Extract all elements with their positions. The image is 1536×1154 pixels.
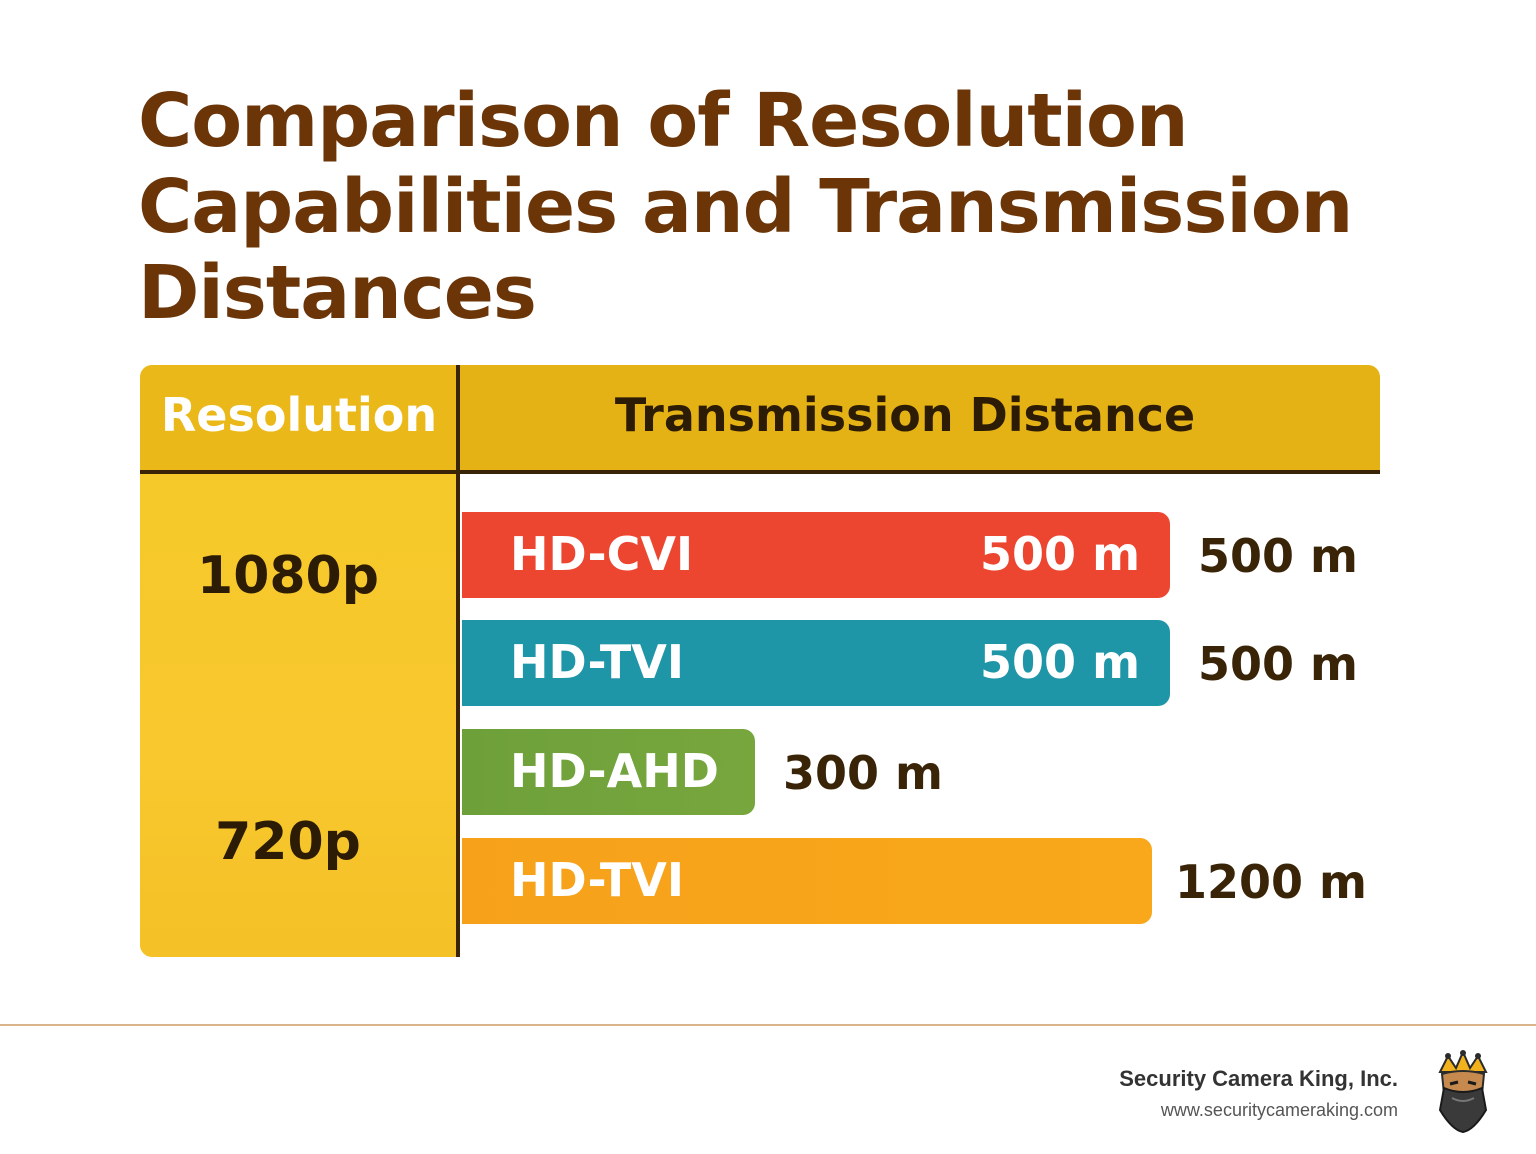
title-line-2: Capabilities and Transmission — [138, 164, 1353, 250]
title-line-3: Distances — [138, 250, 537, 336]
company-name: Security Camera King, Inc. — [1119, 1066, 1398, 1091]
bar-hd-tvi-1080p: HD-TVI 500 m — [462, 620, 1170, 706]
distance-header-cell — [460, 365, 1380, 473]
bar-hd-tvi-720p: HD-TVI — [462, 838, 1152, 924]
bar-value-label: 1200 m — [1175, 855, 1367, 909]
distance-header-label: Transmission Distance — [614, 388, 1196, 442]
bar-label: HD-TVI — [510, 853, 684, 907]
resolution-column — [140, 474, 456, 957]
bar-hd-cvi-1080p: HD-CVI 500 m — [462, 512, 1170, 598]
resolution-label-1080p: 1080p — [197, 546, 379, 606]
resolution-header-label: Resolution — [160, 388, 438, 442]
company-url: www.securitycameraking.com — [1160, 1100, 1398, 1120]
resolution-header-cell — [140, 365, 458, 473]
bar-label: HD-AHD — [510, 744, 719, 798]
chart-title: Comparison of Resolution Capabilities an… — [138, 78, 1388, 336]
header-divider — [140, 470, 1380, 474]
bar-inner-value: 500 m — [980, 635, 1140, 689]
column-divider — [456, 365, 460, 957]
bar-hd-ahd-720p: HD-AHD — [462, 729, 755, 815]
title-line-1: Comparison of Resolution — [138, 78, 1189, 164]
bar-value-label: 300 m — [783, 746, 943, 800]
footer-divider — [0, 1024, 1536, 1026]
bar-value-label: 500 m — [1198, 637, 1358, 691]
bar-value-label: 500 m — [1198, 529, 1358, 583]
king-mascot-icon — [1438, 1050, 1488, 1134]
bar-inner-value: 500 m — [980, 527, 1140, 581]
bar-label: HD-TVI — [510, 635, 684, 689]
bar-label: HD-CVI — [510, 527, 694, 581]
resolution-label-720p: 720p — [215, 812, 361, 872]
